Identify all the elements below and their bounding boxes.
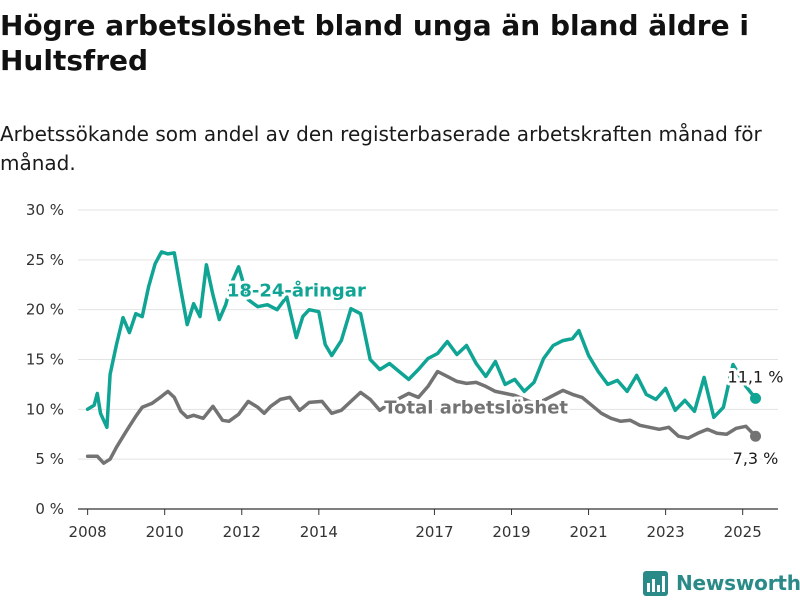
y-tick-label: 15 % <box>26 351 64 369</box>
x-tick-label: 2025 <box>724 523 762 541</box>
x-tick-label: 2023 <box>647 523 685 541</box>
y-tick-label: 30 % <box>26 201 64 219</box>
series-label-total: Total arbetslöshet <box>384 397 568 418</box>
series-label-youth-halo: 18-24-åringar <box>227 280 366 302</box>
y-tick-label: 10 % <box>26 400 64 418</box>
end-value-label-youth: 11,1 % <box>728 367 784 386</box>
x-tick-label: 2012 <box>223 523 261 541</box>
series-line-youth-end-point <box>750 392 762 404</box>
series-label-total-halo: Total arbetslöshet <box>384 397 568 418</box>
y-tick-label: 20 % <box>26 301 64 319</box>
x-tick-label: 2008 <box>69 523 107 541</box>
chart-title: Högre arbetslöshet bland unga än bland ä… <box>0 9 749 77</box>
brand-name: Newsworthy <box>676 571 800 595</box>
x-tick-label: 2019 <box>492 523 530 541</box>
end-value-label-youth-halo: 11,1 % <box>728 367 784 386</box>
x-tick-label: 2021 <box>569 523 607 541</box>
y-tick-label: 5 % <box>35 450 64 468</box>
x-tick-label: 2010 <box>146 523 184 541</box>
end-value-label-total-halo: 7,3 % <box>733 449 779 468</box>
series-label-youth: 18-24-åringar <box>227 280 366 302</box>
series-line-total <box>85 369 758 465</box>
newsworthy-logo: Newsworthy <box>643 568 800 598</box>
y-tick-label: 25 % <box>26 251 64 269</box>
end-value-label-total: 7,3 % <box>733 449 779 468</box>
x-tick-label: 2014 <box>300 523 338 541</box>
series-line-youth <box>85 250 758 430</box>
chart-subtitle: Arbetssökande som andel av den registerb… <box>0 122 762 175</box>
x-tick-label: 2017 <box>415 523 453 541</box>
y-tick-label: 0 % <box>35 500 64 518</box>
bar-chart-logo-icon <box>643 570 668 596</box>
series-line-total-end-point <box>750 430 762 442</box>
